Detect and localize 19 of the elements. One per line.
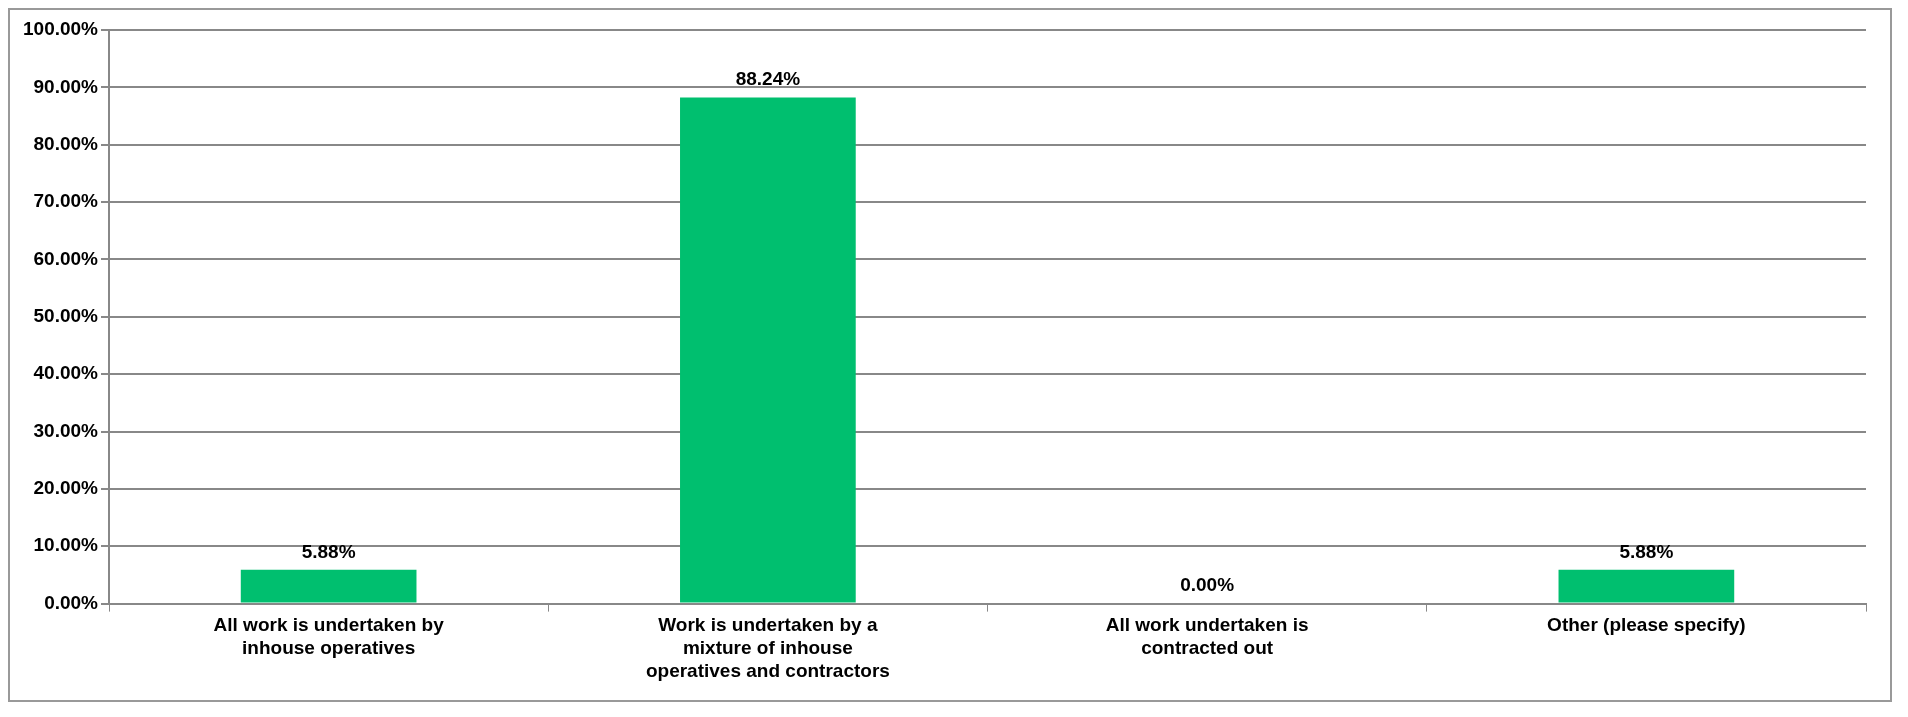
data-label: 5.88% [301,540,356,562]
y-tick-label: 20.00% [33,477,99,499]
y-tick-label: 30.00% [33,419,99,441]
data-label: 0.00% [1180,574,1235,596]
x-tick-label: Other (please specify) [1547,614,1746,636]
y-tick-label: 60.00% [33,247,99,269]
y-tick-label: 40.00% [33,362,99,384]
x-tick-label: Work is undertaken by a mixture of inhouse operatives and contractors [645,614,890,681]
y-tick-label: 10.00% [33,534,99,556]
y-tick-label: 80.00% [33,132,99,154]
data-label: 88.24% [735,68,801,90]
y-tick-label: 100.00% [22,18,99,40]
x-tick-label: All work undertaken is contracted out [1105,614,1309,659]
y-tick-label: 70.00% [33,190,99,212]
data-label: 5.88% [1619,540,1674,562]
y-tick-label: 0.00% [44,591,99,613]
y-tick-label: 50.00% [33,305,99,327]
x-tick-label: All work is undertaken by inhouse operatives [213,614,445,659]
y-tick-label: 90.00% [33,75,99,97]
